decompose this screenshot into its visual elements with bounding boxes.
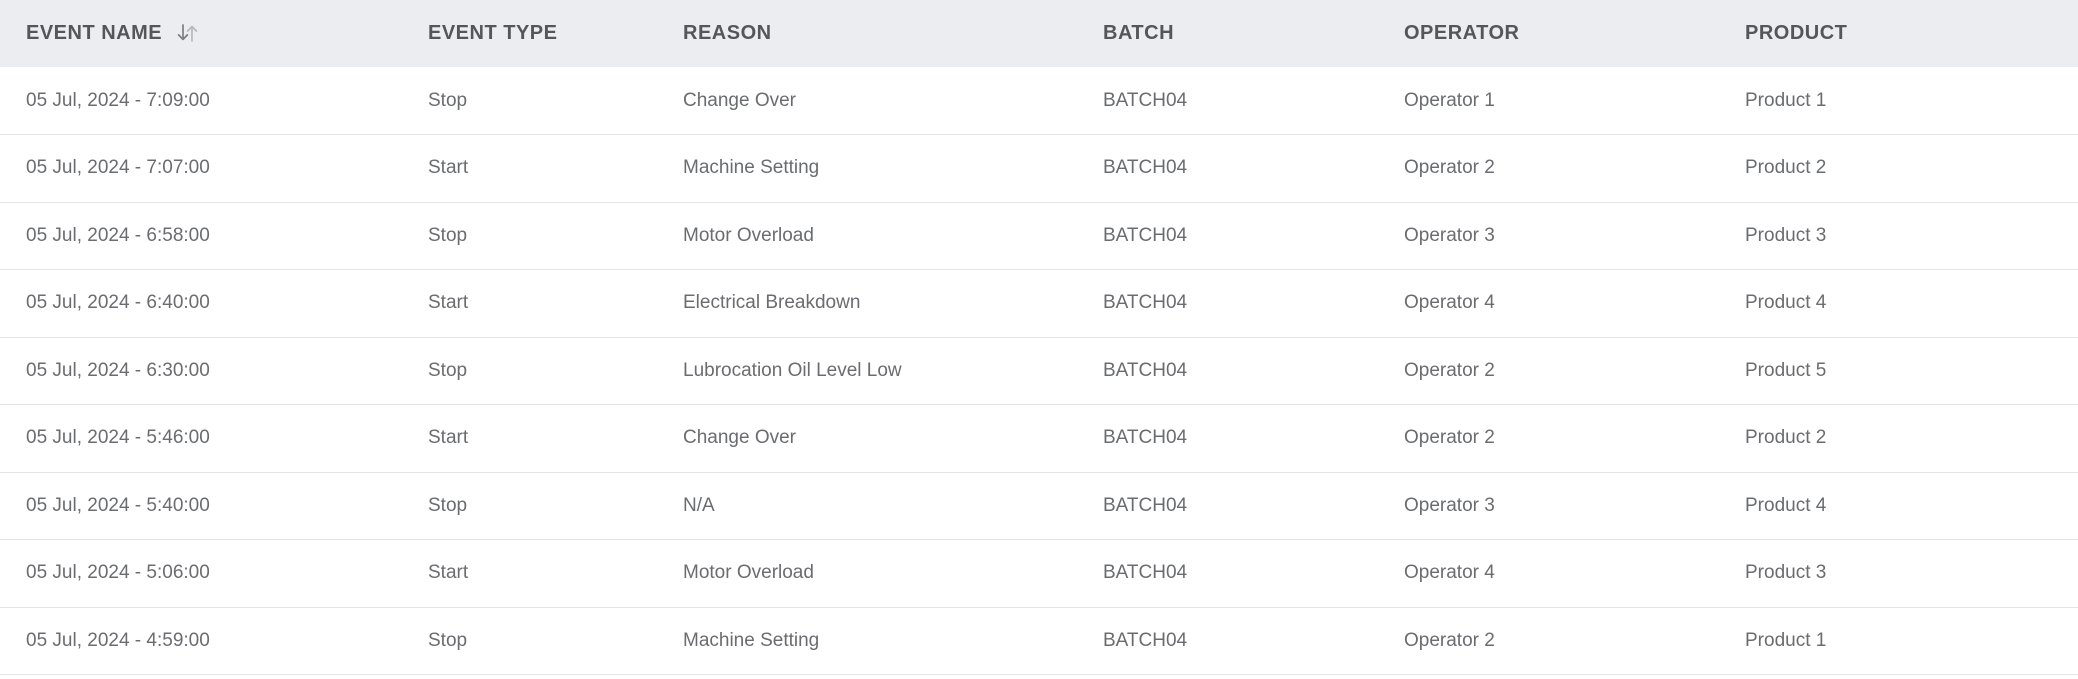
cell-batch: BATCH04 [1077, 472, 1378, 540]
cell-batch: BATCH04 [1077, 539, 1378, 608]
column-header-operator-label: OPERATOR [1404, 22, 1520, 44]
cell-event-type: Stop [402, 607, 657, 675]
cell-batch: BATCH04 [1077, 607, 1378, 675]
cell-batch: BATCH04 [1077, 134, 1378, 203]
cell-event-type: Start [402, 269, 657, 338]
cell-event-name: 05 Jul, 2024 - 7:09:00 [0, 67, 402, 135]
cell-batch: BATCH04 [1077, 67, 1378, 135]
column-header-reason[interactable]: REASON [657, 0, 1077, 67]
cell-product: Product 5 [1719, 337, 2078, 405]
table-row: 05 Jul, 2024 - 4:59:00 Stop Machine Sett… [0, 607, 2078, 675]
cell-event-type: Start [402, 134, 657, 203]
column-header-event-name[interactable]: EVENT NAME [0, 0, 402, 67]
cell-event-name: 05 Jul, 2024 - 6:58:00 [0, 202, 402, 270]
column-header-event-name-label: EVENT NAME [26, 22, 163, 44]
cell-event-name: 05 Jul, 2024 - 5:40:00 [0, 472, 402, 540]
cell-event-name: 05 Jul, 2024 - 4:59:00 [0, 607, 402, 675]
cell-event-type: Start [402, 539, 657, 608]
column-header-batch-label: BATCH [1103, 22, 1175, 44]
cell-event-name: 05 Jul, 2024 - 6:40:00 [0, 269, 402, 338]
cell-reason: Electrical Breakdown [657, 269, 1077, 338]
cell-operator: Operator 1 [1378, 67, 1719, 135]
cell-batch: BATCH04 [1077, 404, 1378, 473]
table-header-row: EVENT NAME EVENT TYPE REASON BATCH OPERA… [0, 0, 2078, 67]
cell-batch: BATCH04 [1077, 269, 1378, 338]
table-row: 05 Jul, 2024 - 6:30:00 Stop Lubrocation … [0, 337, 2078, 405]
table-row: 05 Jul, 2024 - 6:58:00 Stop Motor Overlo… [0, 202, 2078, 270]
cell-product: Product 4 [1719, 472, 2078, 540]
column-header-reason-label: REASON [683, 22, 772, 44]
cell-reason: Machine Setting [657, 607, 1077, 675]
column-header-operator[interactable]: OPERATOR [1378, 0, 1719, 67]
cell-operator: Operator 2 [1378, 607, 1719, 675]
cell-batch: BATCH04 [1077, 202, 1378, 270]
cell-event-type: Stop [402, 337, 657, 405]
table-header: EVENT NAME EVENT TYPE REASON BATCH OPERA… [0, 0, 2078, 67]
cell-reason: Change Over [657, 404, 1077, 473]
cell-reason: Lubrocation Oil Level Low [657, 337, 1077, 405]
cell-event-name: 05 Jul, 2024 - 7:07:00 [0, 134, 402, 203]
table-row: 05 Jul, 2024 - 7:07:00 Start Machine Set… [0, 134, 2078, 203]
column-header-event-type[interactable]: EVENT TYPE [402, 0, 657, 67]
cell-reason: Motor Overload [657, 202, 1077, 270]
cell-reason: Motor Overload [657, 539, 1077, 608]
table-row: 05 Jul, 2024 - 5:40:00 Stop N/A BATCH04 … [0, 472, 2078, 540]
table-row: 05 Jul, 2024 - 5:06:00 Start Motor Overl… [0, 539, 2078, 608]
cell-event-type: Stop [402, 472, 657, 540]
column-header-product-label: PRODUCT [1745, 22, 1848, 44]
cell-operator: Operator 3 [1378, 202, 1719, 270]
cell-reason: Machine Setting [657, 134, 1077, 203]
cell-operator: Operator 2 [1378, 404, 1719, 473]
cell-operator: Operator 2 [1378, 337, 1719, 405]
cell-product: Product 2 [1719, 134, 2078, 203]
cell-event-type: Stop [402, 202, 657, 270]
cell-product: Product 3 [1719, 539, 2078, 608]
cell-event-name: 05 Jul, 2024 - 5:06:00 [0, 539, 402, 608]
sort-down-up-arrows-icon [177, 24, 198, 42]
cell-product: Product 1 [1719, 607, 2078, 675]
column-header-product[interactable]: PRODUCT [1719, 0, 2078, 67]
cell-product: Product 2 [1719, 404, 2078, 473]
cell-product: Product 1 [1719, 67, 2078, 135]
table-row: 05 Jul, 2024 - 6:40:00 Start Electrical … [0, 269, 2078, 338]
cell-event-name: 05 Jul, 2024 - 6:30:00 [0, 337, 402, 405]
cell-operator: Operator 2 [1378, 134, 1719, 203]
cell-operator: Operator 4 [1378, 269, 1719, 338]
table-body: 05 Jul, 2024 - 7:09:00 Stop Change Over … [0, 67, 2078, 675]
cell-product: Product 4 [1719, 269, 2078, 338]
table-row: 05 Jul, 2024 - 7:09:00 Stop Change Over … [0, 67, 2078, 135]
table-row: 05 Jul, 2024 - 5:46:00 Start Change Over… [0, 404, 2078, 473]
cell-operator: Operator 4 [1378, 539, 1719, 608]
sort-icon[interactable] [174, 22, 201, 44]
cell-event-name: 05 Jul, 2024 - 5:46:00 [0, 404, 402, 473]
cell-event-type: Start [402, 404, 657, 473]
cell-operator: Operator 3 [1378, 472, 1719, 540]
cell-product: Product 3 [1719, 202, 2078, 270]
cell-batch: BATCH04 [1077, 337, 1378, 405]
cell-reason: N/A [657, 472, 1077, 540]
column-header-event-type-label: EVENT TYPE [428, 22, 558, 44]
column-header-batch[interactable]: BATCH [1077, 0, 1378, 67]
cell-reason: Change Over [657, 67, 1077, 135]
cell-event-type: Stop [402, 67, 657, 135]
